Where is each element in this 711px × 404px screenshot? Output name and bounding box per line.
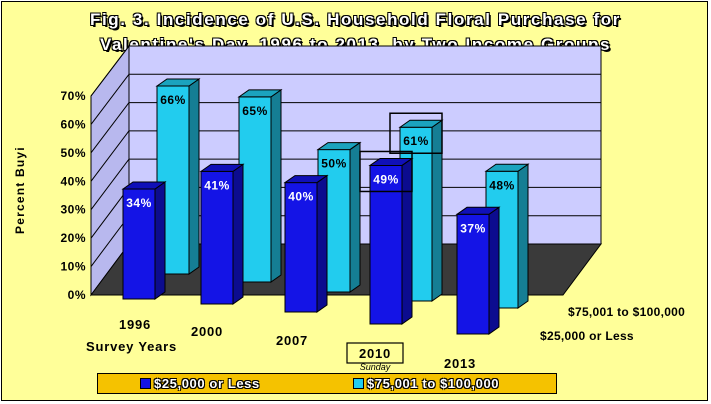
bar-side — [188, 78, 200, 275]
legend-label-low-income: $25,000 or Less — [154, 376, 260, 391]
legend-swatch-low-income — [140, 378, 151, 389]
highlight-box — [389, 112, 443, 154]
data-label: 50% — [321, 157, 347, 171]
bar-top — [237, 89, 283, 98]
data-label: 41% — [204, 178, 230, 192]
data-label: 40% — [288, 190, 314, 204]
gridline-side — [90, 158, 130, 211]
bar-side — [431, 119, 443, 302]
x-tick-label: 2000 — [191, 324, 223, 339]
bar-side — [488, 206, 500, 335]
category-annotation: Sunday — [360, 362, 391, 372]
legend-swatch-high-income — [353, 378, 364, 389]
bar-top — [484, 163, 530, 172]
data-label: 65% — [242, 104, 268, 118]
bar-top — [121, 181, 167, 190]
bar-side — [349, 141, 361, 293]
depth-label: $25,000 or Less — [540, 329, 634, 343]
bar-side — [401, 157, 413, 325]
bar-side — [270, 88, 282, 283]
depth-label: $75,001 to $100,000 — [568, 305, 685, 319]
gridline-side — [90, 102, 130, 154]
x-tick-label: 2010 — [359, 346, 391, 361]
y-tick-label: 50% — [60, 146, 86, 160]
data-label: 66% — [160, 93, 186, 107]
highlight-box — [359, 150, 413, 193]
y-tick-label: 70% — [60, 89, 86, 103]
legend-item-low-income: $25,000 or Less — [140, 376, 260, 391]
bar-top — [455, 206, 501, 215]
bar-side — [316, 174, 328, 313]
gridline-side — [90, 73, 130, 125]
legend-label-high-income: $75,001 to $100,000 — [367, 376, 500, 391]
y-axis-label: Percent Buyi — [13, 146, 27, 234]
bar — [238, 96, 272, 283]
bar — [369, 164, 403, 325]
data-label: 49% — [373, 172, 399, 186]
data-label: 37% — [460, 221, 486, 235]
bar-top — [316, 142, 362, 151]
y-tick-label: 10% — [60, 260, 86, 274]
y-tick-label: 30% — [60, 203, 86, 217]
data-label: 48% — [489, 178, 515, 192]
chart-title-line-1: Fig. 3. Incidence of U.S. Household Flor… — [89, 10, 622, 29]
bar-top — [155, 78, 201, 87]
y-tick-label: 40% — [60, 174, 86, 188]
bar-side — [517, 163, 529, 309]
gridline-side — [90, 45, 130, 97]
x-tick-label: 2013 — [444, 356, 476, 371]
legend: $25,000 or Less $75,001 to $100,000 — [97, 373, 557, 394]
back-wall — [128, 45, 602, 245]
bar-top — [283, 175, 329, 184]
x-tick-label: 2007 — [276, 333, 308, 348]
y-tick-label: 20% — [60, 231, 86, 245]
y-tick-label: 60% — [60, 117, 86, 131]
data-label: 34% — [126, 196, 152, 210]
bar — [200, 170, 234, 305]
gridline-side — [90, 130, 130, 182]
data-label: 61% — [403, 134, 429, 148]
bar-side — [154, 181, 166, 300]
y-tick-label: 0% — [68, 288, 86, 302]
bar-top — [199, 163, 245, 172]
category-highlight-box — [346, 342, 404, 364]
x-axis-label: Survey Years — [86, 339, 177, 354]
x-tick-label: 1996 — [119, 317, 151, 332]
legend-item-high-income: $75,001 to $100,000 — [353, 376, 499, 391]
bar-side — [232, 163, 244, 305]
